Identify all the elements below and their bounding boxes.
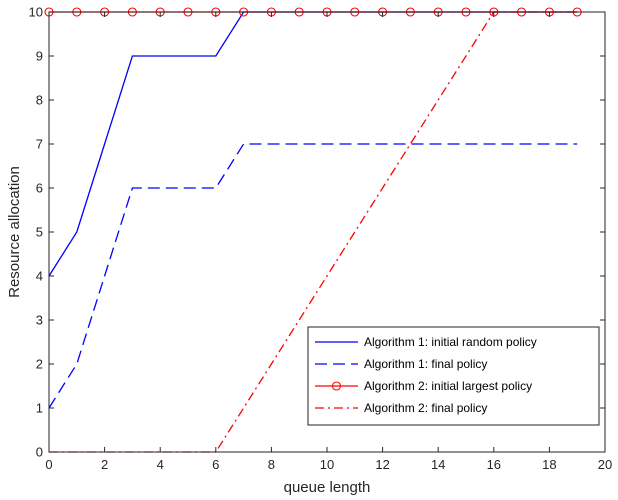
x-tick-label: 6 — [212, 457, 219, 472]
y-tick-label: 0 — [36, 445, 43, 460]
legend-label-4: Algorithm 2: final policy — [364, 401, 487, 415]
x-tick-label: 18 — [542, 457, 556, 472]
x-tick-label: 8 — [268, 457, 275, 472]
x-axis-label: queue length — [284, 479, 371, 496]
y-tick-label: 4 — [36, 269, 43, 284]
y-tick-label: 6 — [36, 181, 43, 196]
legend-box — [307, 326, 600, 426]
legend-label-3: Algorithm 2: initial largest policy — [364, 379, 532, 393]
x-tick-label: 14 — [431, 457, 445, 472]
y-tick-label: 3 — [36, 313, 43, 328]
y-tick-label: 10 — [29, 5, 43, 20]
legend: Algorithm 1: initial random policy Algori… — [307, 326, 600, 426]
x-tick-label: 10 — [320, 457, 334, 472]
x-tick-label: 12 — [375, 457, 389, 472]
x-tick-label: 4 — [157, 457, 164, 472]
y-tick-label: 8 — [36, 93, 43, 108]
x-tick-label: 0 — [45, 457, 52, 472]
y-tick-label: 2 — [36, 357, 43, 372]
legend-marker-3 — [331, 381, 342, 391]
x-tick-label: 2 — [101, 457, 108, 472]
legend-label-2: Algorithm 1: final policy — [364, 357, 487, 371]
x-tick-label: 20 — [598, 457, 612, 472]
y-tick-label: 5 — [36, 225, 43, 240]
y-tick-label: 7 — [36, 137, 43, 152]
x-tick-label: 16 — [487, 457, 501, 472]
series-line-4 — [49, 11, 578, 453]
y-tick-label: 1 — [36, 401, 43, 416]
y-axis-label: Resource allocation — [6, 166, 23, 298]
legend-label-1: Algorithm 1: initial random policy — [364, 335, 537, 349]
series-line-2 — [48, 143, 578, 409]
y-tick-label: 9 — [36, 49, 43, 64]
